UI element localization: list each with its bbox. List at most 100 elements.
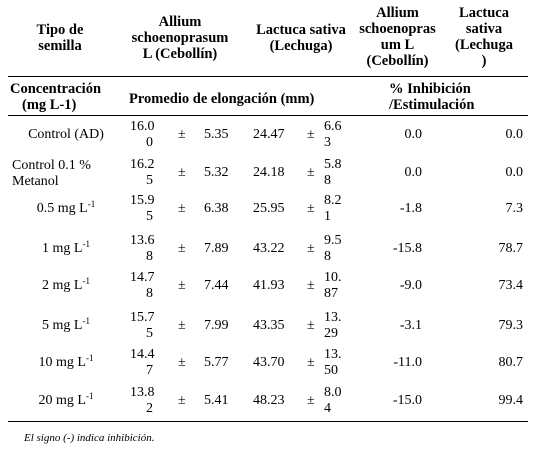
header-allium-line: Allium: [158, 14, 202, 30]
allium-inhibition: 0.0: [404, 127, 423, 142]
row-label-text: 2 mg L: [42, 278, 83, 293]
row-label-text: 20 mg L: [38, 393, 86, 408]
subheader-inhibicion-line: % Inhibición: [389, 81, 471, 97]
row-label-superscript: -1: [82, 239, 90, 249]
lactuca-mean: 41.93: [253, 278, 285, 293]
lactuca-inhibition: 7.3: [505, 201, 524, 216]
allium-mean: 8: [146, 286, 153, 301]
lactuca-inhibition: 73.4: [498, 278, 524, 293]
allium-mean: 15.9: [130, 193, 155, 208]
header-allium-inhibition-line: schoenopras: [359, 21, 436, 37]
lactuca-sd: 29: [324, 326, 338, 341]
row-label: 0.5 mg L-1: [8, 199, 124, 217]
lactuca-sd: 8: [324, 249, 331, 264]
plus-minus: ±: [178, 355, 186, 370]
row-label-superscript: -1: [85, 391, 94, 401]
lactuca-sd: 3: [324, 135, 331, 150]
allium-mean: 0: [146, 135, 153, 150]
row-label-text: 0.5 mg L: [36, 201, 88, 216]
row-label-text: 1 mg L: [42, 241, 83, 256]
header-tipo-line: semilla: [38, 38, 82, 54]
allium-mean: 5: [146, 173, 153, 188]
row-label-superscript: -1: [87, 199, 96, 209]
lactuca-mean: 24.47: [253, 127, 285, 142]
allium-inhibition: -15.8: [392, 241, 422, 256]
plus-minus: ±: [307, 201, 315, 216]
header-allium: Allium schoenoprasum L (Cebollín): [120, 14, 240, 62]
header-lactuca-inhibition-line: ): [481, 53, 487, 69]
lactuca-mean: 43.22: [253, 241, 285, 256]
allium-sd: 7.44: [204, 278, 229, 293]
plus-minus: ±: [178, 278, 186, 293]
lactuca-sd: 8.2: [324, 193, 342, 208]
subheader-concentracion: Concentración (mg L-1): [10, 81, 130, 113]
row-label-text: Control (AD): [28, 127, 104, 142]
row-label: 5 mg L-1: [8, 317, 124, 334]
subheader-rule: [8, 115, 528, 116]
allium-inhibition: -3.1: [399, 318, 422, 333]
allium-mean: 13.8: [130, 385, 155, 400]
row-label: 10 mg L-1: [8, 354, 124, 371]
allium-mean: 15.7: [130, 310, 155, 325]
row-label-text: 10 mg L: [38, 355, 86, 370]
row-label: 1 mg L-1: [8, 239, 124, 257]
plus-minus: ±: [178, 127, 186, 142]
allium-inhibition: -11.0: [393, 355, 422, 370]
header-allium-inhibition-line: Allium: [376, 5, 419, 21]
subheader-inhibicion-line: /Estimulación: [389, 97, 475, 113]
plus-minus: ±: [307, 318, 315, 333]
allium-mean: 5: [146, 326, 153, 341]
lactuca-inhibition: 78.7: [498, 241, 524, 256]
row-label-superscript: -1: [82, 276, 90, 286]
lactuca-sd: 87: [324, 286, 338, 301]
plus-minus: ±: [307, 241, 315, 256]
lactuca-mean: 43.35: [253, 318, 285, 333]
header-tipo: Tipo de semilla: [10, 22, 110, 54]
lactuca-mean: 48.23: [253, 393, 285, 408]
allium-sd: 5.32: [204, 165, 229, 180]
lactuca-sd: 5.8: [324, 157, 342, 172]
allium-inhibition: -15.0: [392, 393, 422, 408]
lactuca-sd: 8: [324, 173, 331, 188]
header-lactuca-inhibition-line: (Lechuga: [455, 37, 513, 53]
row-label: 2 mg L-1: [8, 276, 124, 294]
header-lactuca: Lactuca sativa (Lechuga): [240, 22, 362, 54]
lactuca-mean: 24.18: [253, 165, 285, 180]
allium-mean: 14.7: [130, 270, 155, 285]
plus-minus: ±: [307, 127, 315, 142]
allium-sd: 5.35: [204, 127, 229, 142]
subheader-inhibicion: % Inhibición /Estimulación: [376, 81, 496, 113]
subheader-concentracion-line: (mg L-1): [22, 97, 77, 113]
lactuca-sd: 9.5: [324, 233, 342, 248]
header-allium-inhibition: Allium schoenopras um L (Cebollín): [350, 5, 445, 69]
allium-mean: 13.6: [130, 233, 155, 248]
lactuca-mean: 43.70: [253, 355, 285, 370]
allium-mean: 16.0: [130, 119, 155, 134]
allium-mean: 2: [146, 401, 153, 416]
allium-mean: 7: [146, 363, 153, 378]
header-lactuca-line: Lactuca sativa: [256, 22, 346, 38]
header-allium-line: schoenoprasum: [131, 30, 229, 46]
row-label: Metanol: [12, 174, 59, 189]
allium-inhibition: 0.0: [404, 165, 423, 180]
lactuca-mean: 25.95: [253, 201, 285, 216]
header-tipo-line: Tipo de: [36, 22, 84, 38]
plus-minus: ±: [307, 393, 315, 408]
bottom-rule: [8, 421, 528, 422]
plus-minus: ±: [307, 165, 315, 180]
lactuca-inhibition: 79.3: [498, 318, 524, 333]
lactuca-sd: 4: [324, 401, 331, 416]
allium-sd: 7.99: [204, 318, 229, 333]
lactuca-inhibition: 99.4: [498, 393, 524, 408]
plus-minus: ±: [178, 201, 186, 216]
header-rule: [8, 76, 528, 77]
header-lactuca-line: (Lechuga): [269, 38, 333, 54]
header-allium-inhibition-line: um L: [380, 37, 415, 53]
header-lactuca-inhibition-line: Lactuca: [459, 5, 509, 21]
allium-mean: 8: [146, 249, 153, 264]
allium-inhibition: -1.8: [399, 201, 422, 216]
row-label: Control 0.1 %: [12, 158, 91, 173]
row-label: Control (AD): [8, 127, 124, 143]
lactuca-sd: 50: [324, 363, 338, 378]
allium-mean: 5: [146, 209, 153, 224]
